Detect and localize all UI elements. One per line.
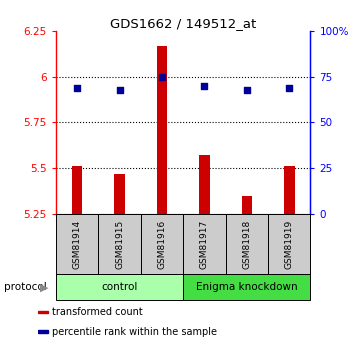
- Bar: [72, 166, 82, 214]
- Bar: [157, 46, 167, 214]
- Text: GSM81916: GSM81916: [157, 219, 166, 269]
- Bar: [268, 214, 310, 274]
- Bar: [56, 214, 98, 274]
- Text: GSM81919: GSM81919: [285, 219, 294, 269]
- Text: protocol: protocol: [4, 282, 46, 292]
- Text: GSM81914: GSM81914: [73, 219, 82, 269]
- Point: [201, 83, 207, 89]
- Bar: [141, 214, 183, 274]
- Bar: [183, 274, 310, 300]
- Text: ▶: ▶: [40, 282, 48, 292]
- Text: GSM81917: GSM81917: [200, 219, 209, 269]
- Title: GDS1662 / 149512_at: GDS1662 / 149512_at: [110, 17, 256, 30]
- Point: [159, 74, 165, 80]
- Bar: [199, 155, 210, 214]
- Bar: [56, 274, 183, 300]
- Point: [286, 85, 292, 90]
- Text: percentile rank within the sample: percentile rank within the sample: [52, 327, 217, 337]
- Point: [244, 87, 250, 92]
- Point: [117, 87, 122, 92]
- Bar: [226, 214, 268, 274]
- Bar: [38, 310, 48, 313]
- Bar: [183, 214, 226, 274]
- Text: GSM81918: GSM81918: [242, 219, 251, 269]
- Bar: [114, 174, 125, 214]
- Bar: [98, 214, 141, 274]
- Text: control: control: [101, 282, 138, 292]
- Bar: [38, 331, 48, 333]
- Bar: [242, 196, 252, 214]
- Text: transformed count: transformed count: [52, 307, 143, 317]
- Text: GSM81915: GSM81915: [115, 219, 124, 269]
- Point: [74, 85, 80, 90]
- Text: Enigma knockdown: Enigma knockdown: [196, 282, 298, 292]
- Bar: [284, 166, 295, 214]
